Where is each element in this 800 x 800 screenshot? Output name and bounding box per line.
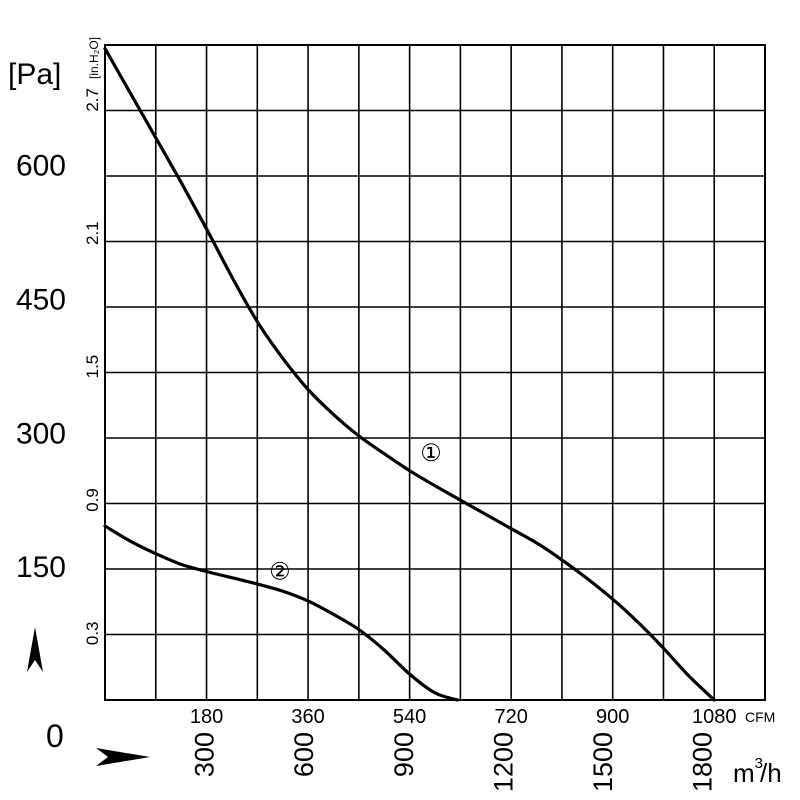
x-axis-m3h-tick-label: 300 <box>190 732 220 777</box>
y-axis-inh2o-tick-label: 1.5 <box>83 355 102 379</box>
x-axis-cfm-unit: CFM <box>745 709 775 725</box>
series-2-curve <box>103 524 460 702</box>
y-axis-pa-tick-label: 300 <box>16 417 66 450</box>
x-axis-m3h-tick-label: 1200 <box>488 732 518 792</box>
m3h-unit-tail: /h <box>760 758 782 788</box>
series-1-curve <box>103 47 716 702</box>
x-axis-cfm-tick-label: 540 <box>393 706 426 728</box>
m3h-unit-base: m <box>733 758 755 788</box>
x-axis-m3h-unit: m3/h <box>733 755 782 788</box>
x-axis-m3h-tick-label: 900 <box>389 732 419 777</box>
y-axis-pa-unit: [Pa] <box>8 58 61 91</box>
series-labels: ①② <box>269 439 442 586</box>
x-axis-cfm-tick-label: 900 <box>596 706 629 728</box>
origin-label: 0 <box>46 718 64 754</box>
plot-frame <box>104 44 766 701</box>
x-axis-m3h-tick-label: 600 <box>289 732 319 777</box>
up-arrow-icon <box>27 627 43 672</box>
y-axis-pa-tick-label: 600 <box>16 150 66 183</box>
series-2-label: ② <box>269 558 291 586</box>
y-axis-pa-ticks: 150 300 450 600 <box>16 150 66 585</box>
y-axis-inh2o-tick-label: 0.9 <box>83 488 102 512</box>
y-axis-inh2o-tick-label: 2.1 <box>83 221 102 245</box>
right-arrow-icon <box>96 748 150 766</box>
y-axis-pa-tick-label: 150 <box>16 551 66 584</box>
y-axis-inh2o-tick-label: 2.7 <box>83 88 102 112</box>
y-axis-inh2o-ticks: 0.3 0.9 1.5 2.1 2.7 <box>83 88 102 645</box>
m3h-unit-superscript: 3 <box>755 755 763 772</box>
y-axis-inh2o-unit: [in.H₂O] <box>87 37 101 79</box>
x-axis-cfm-ticks: 180 360 540 720 900 1080 <box>190 706 737 728</box>
x-axis-m3h-tick-label: 1800 <box>688 732 718 792</box>
curves <box>103 47 716 702</box>
x-axis-cfm-tick-label: 360 <box>291 706 324 728</box>
grid <box>104 44 766 701</box>
x-axis-m3h-tick-label: 1500 <box>588 732 618 792</box>
x-axis-cfm-tick-label: 1080 <box>692 706 737 728</box>
series-1-label: ① <box>420 439 442 467</box>
x-axis-m3h-ticks: 300 600 900 1200 1500 1800 <box>190 732 718 792</box>
x-axis-cfm-tick-label: 720 <box>494 706 527 728</box>
y-axis-inh2o-tick-label: 0.3 <box>83 621 102 645</box>
x-axis-cfm-tick-label: 180 <box>190 706 223 728</box>
y-axis-pa-tick-label: 450 <box>16 283 66 316</box>
